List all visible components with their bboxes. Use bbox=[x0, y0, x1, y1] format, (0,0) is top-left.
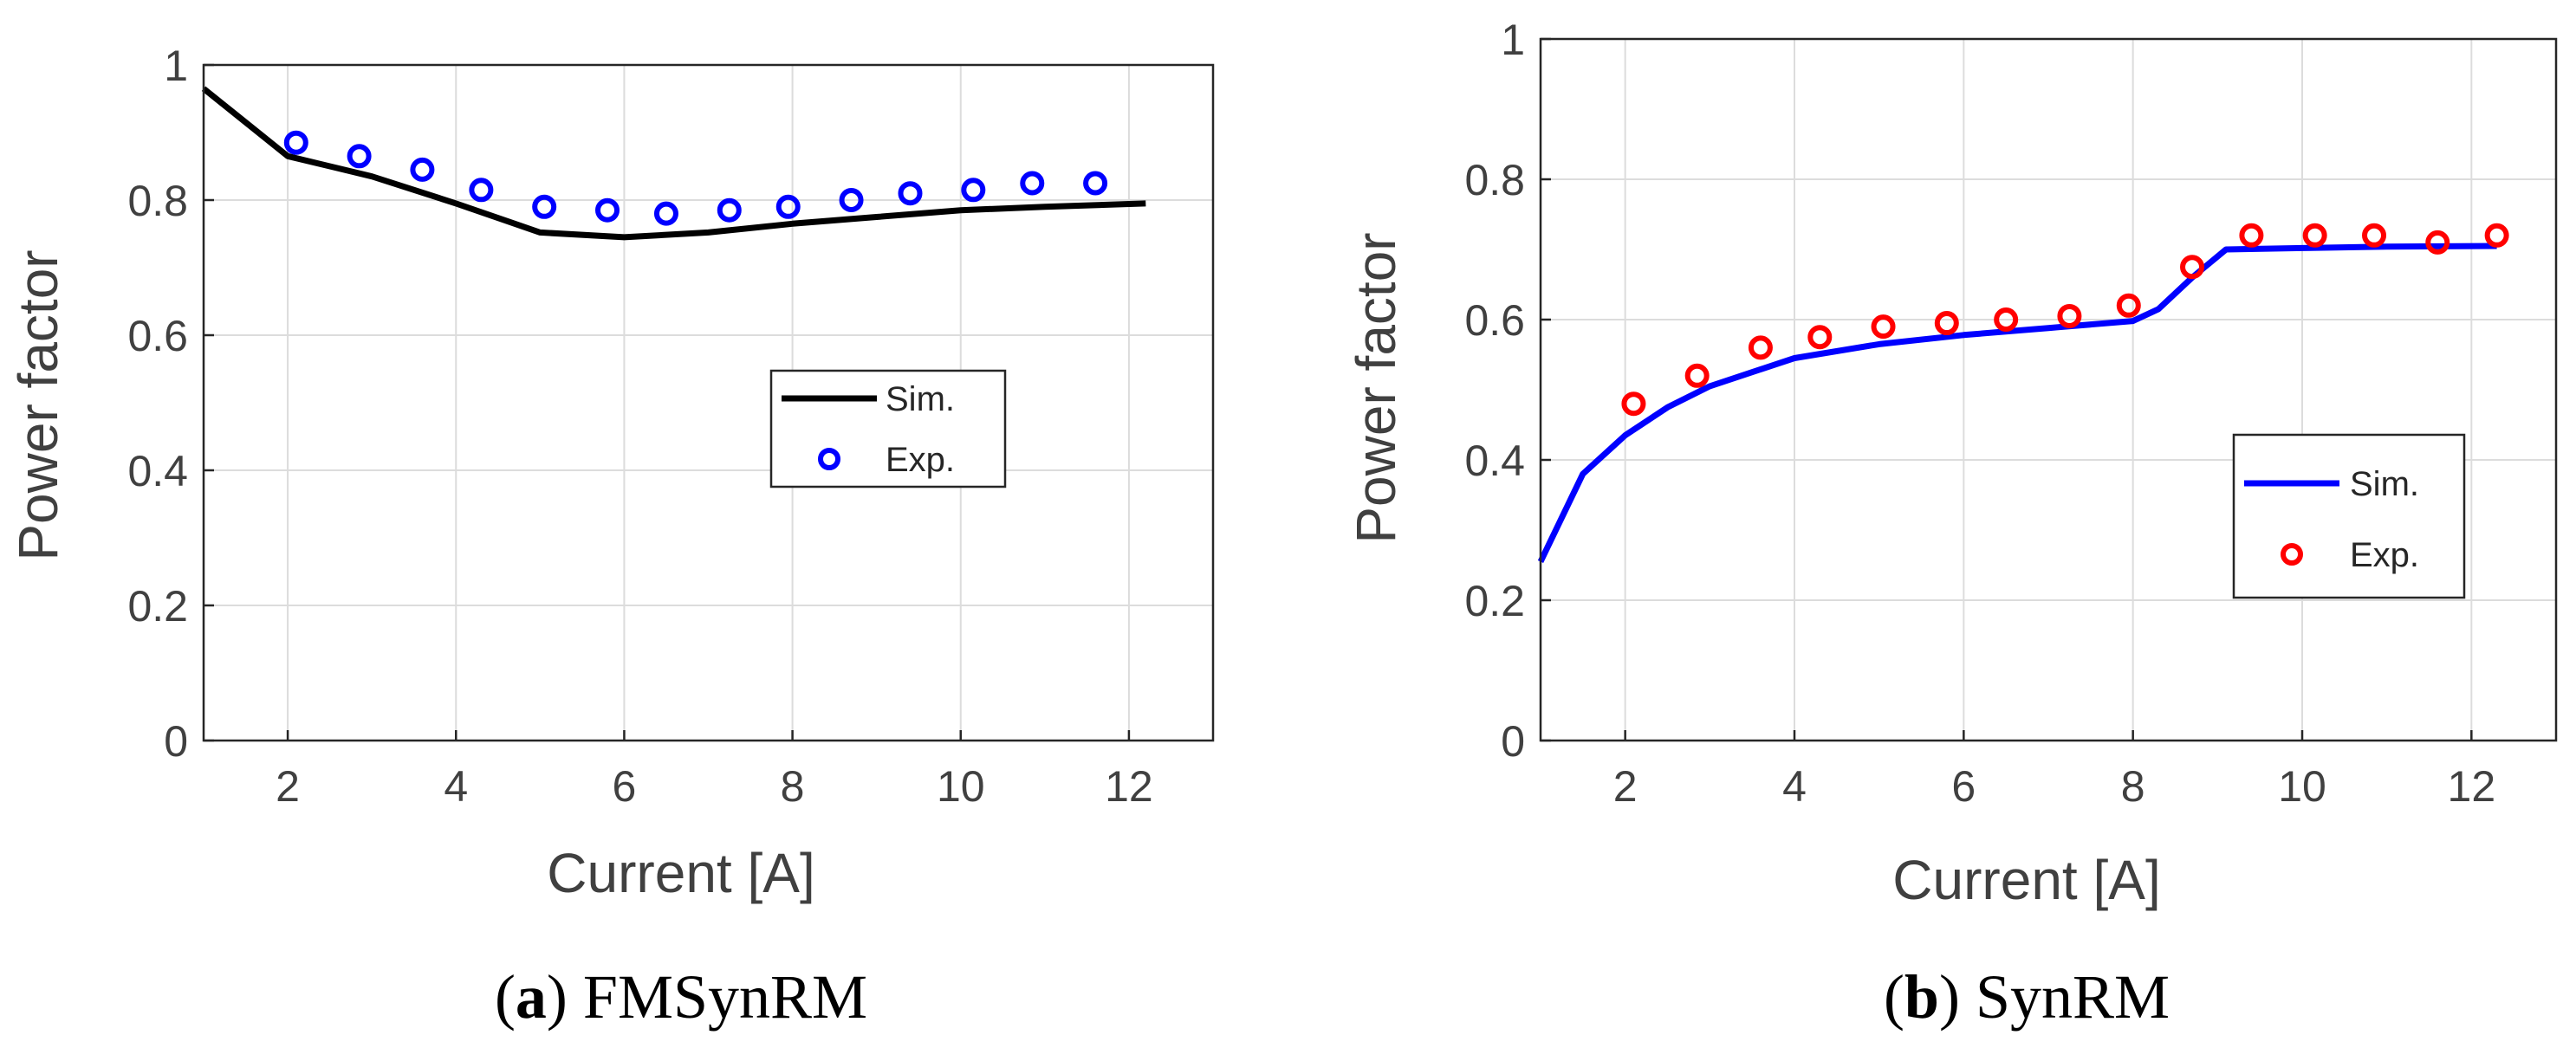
panel-b-series-exp-point bbox=[1684, 363, 1710, 388]
panel-a-x-tick-label: 2 bbox=[276, 762, 300, 811]
panel-a-legend: Sim. Exp. bbox=[769, 369, 1007, 488]
panel-a-caption-letter: a bbox=[516, 962, 547, 1032]
panel-a-series-exp-point bbox=[347, 144, 372, 169]
panel-b-series-exp-point bbox=[2239, 223, 2264, 248]
panel-a-series-exp-point bbox=[653, 201, 678, 226]
panel-b-chart: 2 4 6 8 10 12 0 0.2 0.4 0.6 0.8 1 Current [A] Power… bbox=[1345, 16, 2558, 1032]
panel-a-series-exp-point bbox=[469, 178, 494, 203]
panel-a-series-exp-point bbox=[1083, 171, 1108, 196]
panel-a-legend-sim-label: Sim. bbox=[886, 380, 955, 418]
panel-b-series-exp-point bbox=[2116, 293, 2141, 318]
panel-b-y-tick-label: 1 bbox=[1501, 16, 1525, 64]
panel-b-x-tick-label: 8 bbox=[2121, 762, 2145, 811]
panel-b-tick-labels: 2 4 6 8 10 12 0 0.2 0.4 0.6 0.8 1 bbox=[1464, 16, 2495, 811]
panel-b-legend-exp-swatch bbox=[2281, 543, 2303, 566]
panel-b-x-tick-label: 2 bbox=[1613, 762, 1638, 811]
panel-b-x-tick-label: 10 bbox=[2278, 762, 2326, 811]
panel-a-series-exp-point bbox=[775, 194, 801, 219]
panel-b-plot-area bbox=[1537, 223, 2509, 564]
panel-a-plot-area bbox=[201, 86, 1146, 241]
panel-b-x-tick-label: 4 bbox=[1782, 762, 1807, 811]
panel-a-legend-box bbox=[769, 369, 1007, 488]
panel-b-y-tick-label: 0.4 bbox=[1464, 437, 1525, 485]
panel-a-y-tick-label: 0.8 bbox=[127, 177, 188, 225]
panel-a-y-tick-label: 0.4 bbox=[127, 447, 188, 495]
panel-b-series-exp-point bbox=[1621, 391, 1646, 417]
panel-a-tick-labels: 2 4 6 8 10 12 0 0.2 0.4 0.6 0.8 1 bbox=[127, 42, 1152, 811]
panel-b-x-tick-label: 12 bbox=[2448, 762, 2496, 811]
panel-b-y-tick-label: 0 bbox=[1501, 717, 1525, 766]
panel-a-series-sim-line bbox=[201, 86, 1146, 241]
panel-a-series-exp-point bbox=[717, 197, 742, 223]
panel-a-y-tick-label: 0.2 bbox=[127, 582, 188, 631]
panel-b-series-exp-point bbox=[2180, 255, 2205, 280]
panel-b-caption-letter: b bbox=[1904, 962, 1939, 1032]
panel-a-series-exp-point bbox=[898, 181, 923, 206]
panel-a-x-tick-label: 10 bbox=[937, 762, 985, 811]
panel-b-gridlines bbox=[1541, 38, 2556, 741]
panel-b-series-exp-point bbox=[1748, 335, 1773, 360]
panel-b-y-tick-label: 0.8 bbox=[1464, 156, 1525, 204]
panel-a-caption-title: FMSynRM bbox=[583, 962, 867, 1032]
panel-b-series-exp-point bbox=[2484, 223, 2509, 248]
panel-b-legend-exp-label: Exp. bbox=[2350, 536, 2419, 574]
panel-b-axes-frame bbox=[1539, 37, 2558, 742]
panel-a-caption: (a) FMSynRM bbox=[495, 962, 867, 1032]
panel-b-series-exp-point bbox=[1994, 307, 2019, 332]
panel-a-x-tick-label: 4 bbox=[444, 762, 468, 811]
panel-b-legend: Sim. Exp. bbox=[2232, 433, 2466, 599]
panel-a-x-axis-label: Current [A] bbox=[547, 842, 814, 904]
panel-a-y-axis-label: Power factor bbox=[7, 249, 69, 560]
panel-b-series-exp-point bbox=[2302, 223, 2327, 248]
panel-a-series-exp-point bbox=[532, 194, 557, 219]
panel-b-series-exp-point bbox=[2057, 303, 2082, 328]
panel-b-series-exp-point bbox=[2425, 230, 2450, 255]
panel-a-y-tick-label: 0 bbox=[164, 717, 188, 766]
panel-a-axes-frame bbox=[202, 63, 1215, 742]
panel-b-series-exp-point bbox=[2362, 223, 2387, 248]
panel-b-series-exp-point bbox=[1807, 325, 1833, 350]
panel-b-legend-box bbox=[2232, 433, 2466, 599]
panel-a-series-exp-point bbox=[595, 197, 620, 223]
panel-b-caption: (b) SynRM bbox=[1884, 962, 2170, 1032]
panel-b-caption-title: SynRM bbox=[1976, 962, 2170, 1032]
panel-a-series-exp-point bbox=[839, 188, 864, 212]
panel-a-y-tick-label: 0.6 bbox=[127, 312, 188, 360]
panel-b-x-axis-label: Current [A] bbox=[1892, 849, 2160, 911]
panel-b-y-tick-label: 0.2 bbox=[1464, 577, 1525, 625]
panel-a-x-tick-label: 12 bbox=[1105, 762, 1153, 811]
panel-a-series-exp-point bbox=[283, 130, 308, 155]
panel-a-x-tick-label: 8 bbox=[781, 762, 805, 811]
panel-a-series-exp-point bbox=[961, 178, 986, 203]
panel-a-legend-exp-label: Exp. bbox=[886, 441, 955, 479]
panel-a-y-tick-label: 1 bbox=[164, 42, 188, 90]
panel-b-x-tick-label: 6 bbox=[1951, 762, 1976, 811]
panel-b-series-exp-point bbox=[1934, 311, 1959, 336]
panel-a-x-tick-label: 6 bbox=[613, 762, 637, 811]
panel-b-legend-sim-label: Sim. bbox=[2350, 465, 2419, 503]
panel-b-y-axis-label: Power factor bbox=[1345, 232, 1407, 543]
panel-b-y-tick-label: 0.6 bbox=[1464, 296, 1525, 345]
panel-b-series-exp-point bbox=[1871, 314, 1896, 340]
panel-a-series-exp-point bbox=[410, 157, 435, 182]
panel-a-chart: 2 4 6 8 10 12 0 0.2 0.4 0.6 0.8 1 Current [A] Power… bbox=[7, 42, 1215, 1032]
panel-a-legend-exp-swatch bbox=[818, 448, 840, 470]
panel-a-series-exp-point bbox=[1020, 171, 1045, 196]
